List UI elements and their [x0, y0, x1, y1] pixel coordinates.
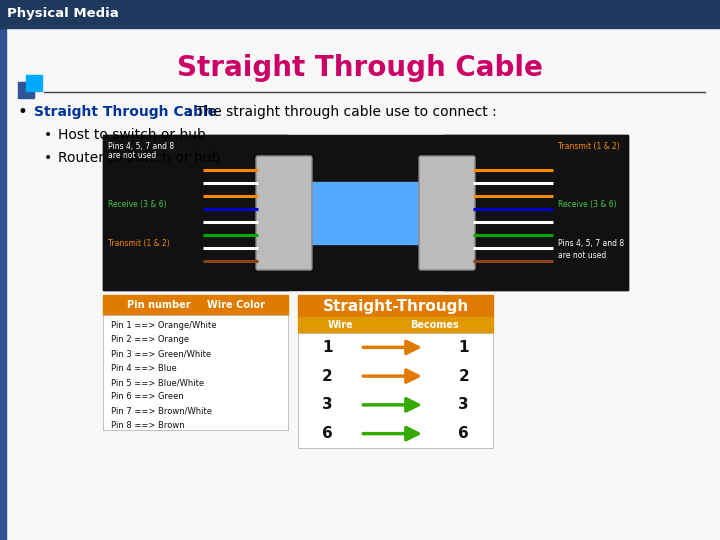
Text: 2: 2 [322, 369, 333, 383]
Text: 6: 6 [459, 426, 469, 441]
Bar [18, 82, 34, 98]
Text: Pin 2 ==> Orange: Pin 2 ==> Orange [111, 335, 189, 344]
Bar [0, 28, 6, 540]
Text: Pin 7 ==> Brown/White: Pin 7 ==> Brown/White [111, 407, 212, 416]
Text: are not used: are not used [558, 252, 606, 260]
Text: Straight Through Cable: Straight Through Cable [34, 105, 217, 119]
FancyBboxPatch shape [419, 156, 475, 270]
Text: Wire: Wire [328, 320, 354, 330]
Text: Pin 6 ==> Green: Pin 6 ==> Green [111, 393, 184, 401]
Bar [443, 135, 628, 290]
Text: Straight-Through: Straight-Through [323, 299, 469, 314]
Text: Becomes: Becomes [410, 320, 459, 330]
Text: •: • [44, 151, 53, 165]
Text: Receive (3 & 6): Receive (3 & 6) [558, 200, 616, 209]
Text: Host to switch or hub: Host to switch or hub [58, 128, 206, 142]
Text: 1: 1 [459, 340, 469, 355]
Text: 6: 6 [322, 426, 333, 441]
Bar [103, 135, 288, 290]
Text: Pin 1 ==> Orange/White: Pin 1 ==> Orange/White [111, 321, 217, 329]
Text: Pin 5 ==> Blue/White: Pin 5 ==> Blue/White [111, 378, 204, 387]
Text: Pins 4, 5, 7 and 8: Pins 4, 5, 7 and 8 [558, 239, 624, 248]
Text: Pin number: Pin number [127, 300, 190, 310]
Text: 3: 3 [459, 397, 469, 413]
Text: 2: 2 [459, 369, 469, 383]
Bar [298, 333, 493, 448]
Text: •: • [18, 103, 28, 121]
Text: Transmit (1 & 2): Transmit (1 & 2) [558, 143, 620, 152]
Text: Pin 4 ==> Blue: Pin 4 ==> Blue [111, 363, 176, 373]
Text: Router to switch or hub: Router to switch or hub [58, 151, 220, 165]
Bar [26, 75, 42, 91]
Text: are not used: are not used [108, 152, 156, 160]
Text: Pin 3 ==> Green/White: Pin 3 ==> Green/White [111, 349, 211, 358]
Text: 1: 1 [322, 340, 333, 355]
Text: Wire Color: Wire Color [207, 300, 265, 310]
Bar [298, 317, 493, 333]
Bar [103, 135, 628, 290]
Bar [298, 295, 493, 317]
Text: 3: 3 [322, 397, 333, 413]
Text: •: • [44, 128, 53, 142]
Text: : The straight through cable use to connect :: : The straight through cable use to conn… [187, 105, 497, 119]
Text: Receive (3 & 6): Receive (3 & 6) [108, 200, 166, 209]
Text: Pins 4, 5, 7 and 8: Pins 4, 5, 7 and 8 [108, 143, 174, 152]
Text: Physical Media: Physical Media [7, 8, 119, 21]
Text: Straight Through Cable: Straight Through Cable [177, 54, 543, 82]
Bar [288, 181, 443, 244]
Bar [103, 295, 288, 315]
Bar [103, 315, 288, 430]
Text: Pin 8 ==> Brown: Pin 8 ==> Brown [111, 421, 184, 430]
FancyBboxPatch shape [256, 156, 312, 270]
Bar [0, 0, 720, 28]
Text: Transmit (1 & 2): Transmit (1 & 2) [108, 239, 170, 248]
